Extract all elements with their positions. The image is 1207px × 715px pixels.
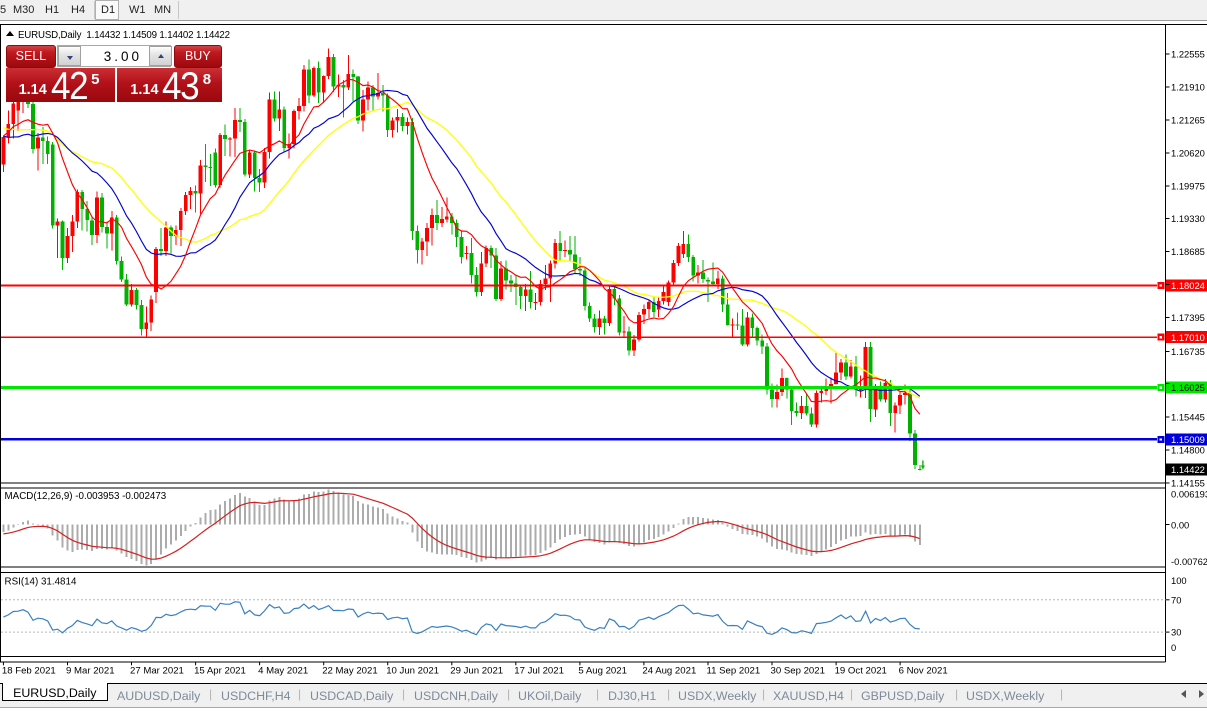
svg-text:6 Nov 2021: 6 Nov 2021: [899, 666, 948, 677]
svg-text:0.006193: 0.006193: [1171, 489, 1207, 500]
svg-text:MACD(12,26,9) -0.003953 -0.002: MACD(12,26,9) -0.003953 -0.002473: [5, 491, 167, 502]
svg-text:24 Aug 2021: 24 Aug 2021: [642, 666, 696, 677]
svg-text:1.17010: 1.17010: [1171, 332, 1205, 343]
svg-text:1.18024: 1.18024: [1171, 280, 1205, 291]
svg-text:1.16735: 1.16735: [1171, 346, 1205, 357]
svg-text:1.21910: 1.21910: [1171, 81, 1205, 92]
svg-text:19 Oct 2021: 19 Oct 2021: [835, 666, 887, 677]
svg-text:1.14422: 1.14422: [1171, 464, 1205, 475]
svg-text:1.20620: 1.20620: [1171, 147, 1205, 158]
svg-text:1.19330: 1.19330: [1171, 213, 1205, 224]
svg-text:1.21265: 1.21265: [1171, 114, 1205, 125]
svg-text:27 Mar 2021: 27 Mar 2021: [130, 666, 184, 677]
svg-text:15 Apr 2021: 15 Apr 2021: [194, 666, 246, 677]
svg-text:1.14155: 1.14155: [1171, 478, 1205, 489]
svg-text:0: 0: [1171, 642, 1176, 653]
svg-text:10 Jun 2021: 10 Jun 2021: [386, 666, 439, 677]
svg-text:30: 30: [1171, 627, 1181, 638]
svg-text:RSI(14) 31.4814: RSI(14) 31.4814: [5, 577, 77, 588]
svg-text:1.19975: 1.19975: [1171, 180, 1205, 191]
svg-text:9 Mar 2021: 9 Mar 2021: [66, 666, 115, 677]
svg-text:1.14800: 1.14800: [1171, 445, 1205, 456]
svg-text:18 Feb 2021: 18 Feb 2021: [2, 666, 56, 677]
svg-text:1.16025: 1.16025: [1171, 382, 1205, 393]
svg-text:0.00: 0.00: [1171, 520, 1189, 531]
svg-text:1.15445: 1.15445: [1171, 412, 1205, 423]
svg-text:17 Jul 2021: 17 Jul 2021: [514, 666, 564, 677]
svg-text:1.15009: 1.15009: [1171, 434, 1205, 445]
svg-text:100: 100: [1171, 575, 1187, 586]
svg-text:1.18685: 1.18685: [1171, 246, 1205, 257]
svg-text:5 Aug 2021: 5 Aug 2021: [578, 666, 627, 677]
svg-text:1.22555: 1.22555: [1171, 49, 1205, 60]
svg-text:1.17395: 1.17395: [1171, 312, 1205, 323]
svg-text:29 Jun 2021: 29 Jun 2021: [450, 666, 503, 677]
svg-text:30 Sep 2021: 30 Sep 2021: [771, 666, 825, 677]
svg-text:22 May 2021: 22 May 2021: [322, 666, 377, 677]
svg-text:4 May 2021: 4 May 2021: [258, 666, 308, 677]
svg-text:70: 70: [1171, 594, 1181, 605]
svg-text:11 Sep 2021: 11 Sep 2021: [707, 666, 761, 677]
